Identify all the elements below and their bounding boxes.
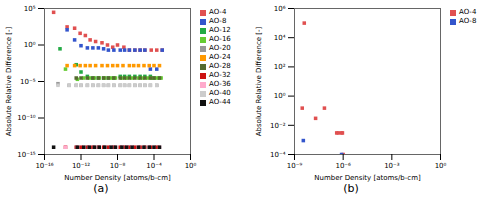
html-text:AO-40: AO-40	[209, 89, 231, 97]
html-text:AO-16: AO-16	[209, 35, 231, 43]
html-text:AO-32: AO-32	[209, 71, 231, 79]
html-text:AO-44: AO-44	[209, 98, 231, 106]
svg-text:10⁻⁶: 10⁻⁶	[335, 162, 351, 170]
svg-text:Number Density [atoms/b-cm]: Number Density [atoms/b-cm]	[314, 174, 421, 182]
svg-text:10⁴: 10⁴	[274, 34, 286, 42]
html-text:(b): (b)	[343, 182, 359, 195]
html-text:AO-36: AO-36	[209, 80, 231, 88]
svg-text:10⁻¹²: 10⁻¹²	[72, 162, 90, 170]
svg-text:10⁰: 10⁰	[274, 92, 286, 100]
html-text:AO-8: AO-8	[459, 17, 477, 25]
svg-text:Absolute Relative Difference [: Absolute Relative Difference [-]	[5, 26, 13, 136]
svg-text:10⁻⁸: 10⁻⁸	[110, 162, 126, 170]
svg-text:Absolute Relative Difference [: Absolute Relative Difference [-]	[255, 26, 263, 136]
svg-text:10⁻¹⁶: 10⁻¹⁶	[35, 162, 53, 170]
html-text:AO-4: AO-4	[209, 8, 227, 16]
html-text:AO-12: AO-12	[209, 26, 231, 34]
svg-text:10⁻¹⁰: 10⁻¹⁰	[17, 114, 35, 122]
svg-text:10⁶: 10⁶	[274, 5, 286, 13]
svg-text:10⁻²: 10⁻²	[270, 122, 286, 130]
html-text:AO-4: AO-4	[459, 8, 477, 16]
svg-text:Number Density [atoms/b-cm]: Number Density [atoms/b-cm]	[64, 174, 171, 182]
svg-text:10⁻¹⁵: 10⁻¹⁵	[17, 151, 35, 159]
svg-text:10²: 10²	[274, 63, 286, 71]
html-text:AO-28: AO-28	[209, 62, 231, 70]
html-text:AO-20: AO-20	[209, 44, 231, 52]
svg-text:10⁻⁴: 10⁻⁴	[146, 162, 162, 170]
svg-text:10⁻³: 10⁻³	[384, 162, 400, 170]
html-text:AO-24: AO-24	[209, 53, 231, 61]
svg-text:10⁻⁵: 10⁻⁵	[20, 78, 36, 86]
svg-text:10⁰: 10⁰	[435, 162, 447, 170]
svg-text:10⁰: 10⁰	[185, 162, 197, 170]
svg-text:10⁰: 10⁰	[24, 41, 36, 49]
html-text:AO-8: AO-8	[209, 17, 227, 25]
svg-text:10⁻⁹: 10⁻⁹	[287, 162, 303, 170]
html-text:(a): (a)	[93, 182, 109, 195]
svg-text:10⁻⁴: 10⁻⁴	[270, 151, 286, 159]
svg-text:10⁵: 10⁵	[24, 5, 36, 13]
